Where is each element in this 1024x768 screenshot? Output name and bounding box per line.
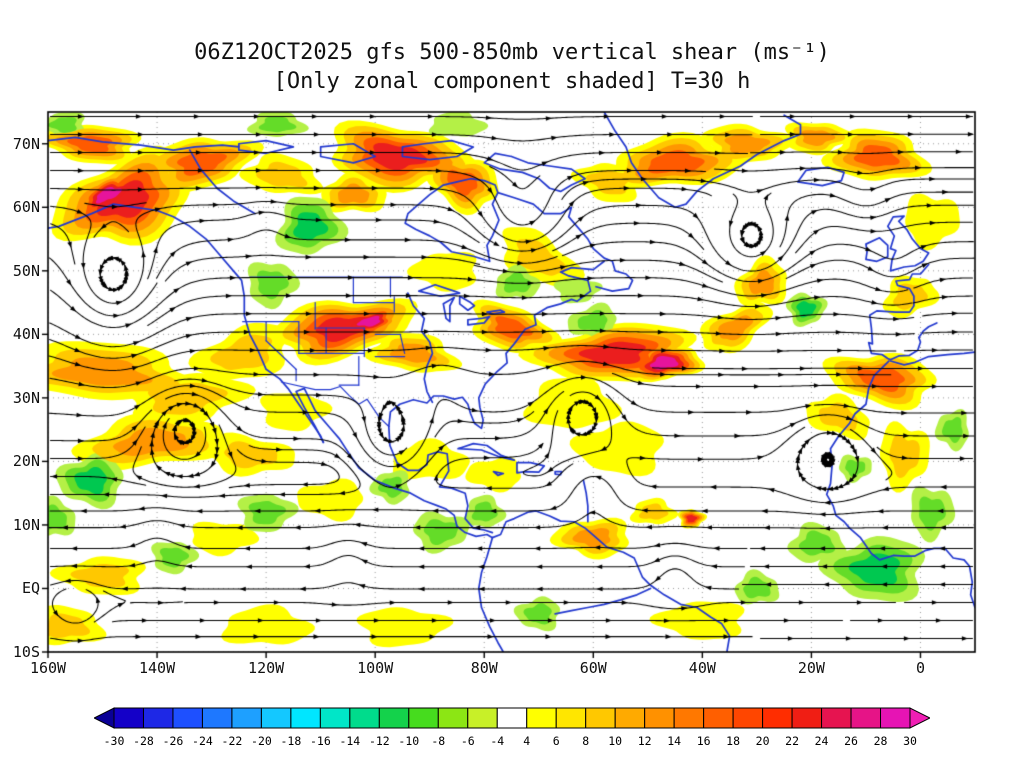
colorbar-segment: [290, 707, 321, 729]
colorbar-tick-label: 14: [667, 734, 681, 748]
lon-tick-label: 60W: [579, 659, 607, 677]
colorbar-tick-label: -30: [104, 734, 125, 748]
colorbar-tick-label: -22: [222, 734, 243, 748]
colorbar-tick-label: -6: [461, 734, 475, 748]
lat-tick-label: 60N: [12, 198, 40, 217]
lon-tick-label: 80W: [470, 659, 498, 677]
colorbar: -30 -28 -26 -24 -22 -20 -18 -16 -14 -12 -10 -8 -6 -4 4…: [92, 706, 932, 762]
chart-title-block: 06Z12OCT2025 gfs 500-850mb vertical shea…: [0, 38, 1024, 96]
colorbar-segment: [614, 707, 646, 729]
colorbar-tick-label: -10: [398, 734, 419, 748]
colorbar-svg: -30 -28 -26 -24 -22 -20 -18 -16 -14 -12 -10 -8 -6 -4 4…: [92, 707, 932, 748]
colorbar-tick-label: -20: [251, 734, 272, 748]
colorbar-tick-label: -18: [280, 734, 301, 748]
colorbar-segment: [880, 707, 911, 729]
colorbar-tick-label: 22: [785, 734, 799, 748]
colorbar-tick-label: 16: [697, 734, 711, 748]
lat-tick-label: 10S: [12, 643, 40, 661]
lat-tick-label: 40N: [12, 325, 40, 344]
colorbar-tick-label: 26: [844, 734, 858, 748]
colorbar-segment: [378, 707, 410, 729]
colorbar-tick-label: 20: [756, 734, 770, 748]
colorbar-segment: [496, 707, 528, 729]
lon-tick-label: 100W: [357, 659, 394, 677]
lon-tick-label: 160W: [29, 659, 67, 677]
colorbar-segment: [467, 707, 498, 729]
colorbar-segment: [142, 707, 174, 729]
colorbar-tick-label: 18: [726, 734, 740, 748]
colorbar-segment: [319, 707, 351, 729]
chart-title: 06Z12OCT2025 gfs 500-850mb vertical shea…: [194, 40, 830, 65]
lon-tick-label: 40W: [688, 659, 716, 677]
colorbar-segment: [408, 707, 439, 729]
colorbar-tick-label: 12: [638, 734, 652, 748]
lat-tick-label: 70N: [12, 134, 40, 153]
lon-tick-label: 0: [915, 659, 925, 677]
colorbar-tick-label: -24: [192, 734, 213, 748]
colorbar-segment: [526, 707, 557, 729]
colorbar-segment: [821, 707, 852, 729]
lat-tick-label: 10N: [12, 515, 40, 534]
colorbar-segment: [172, 707, 203, 729]
colorbar-segment: [555, 707, 587, 729]
lat-tick-label: 20N: [12, 452, 40, 471]
colorbar-segment: [585, 707, 616, 729]
colorbar-segment: [791, 707, 823, 729]
colorbar-segment: [231, 707, 262, 729]
colorbar-tick-label: -14: [339, 734, 360, 748]
colorbar-tick-label: 28: [874, 734, 888, 748]
colorbar-tick-label: -28: [133, 734, 154, 748]
colorbar-tick-label: -12: [369, 734, 390, 748]
colorbar-tick-label: -8: [431, 734, 445, 748]
lat-tick-label: 30N: [12, 388, 40, 407]
weather-map-canvas: [40, 104, 983, 660]
colorbar-tick-label: 8: [582, 734, 589, 748]
colorbar-tick-label: 4: [523, 734, 530, 748]
colorbar-tick-label: 30: [903, 734, 917, 748]
lat-tick-label: EQ: [21, 579, 40, 598]
colorbar-segment: [703, 707, 734, 729]
colorbar-segment: [673, 707, 705, 729]
colorbar-segment: [644, 707, 675, 729]
colorbar-tick-label: 6: [553, 734, 560, 748]
colorbar-tick-label: -16: [310, 734, 331, 748]
lon-tick-label: 140W: [138, 659, 176, 677]
colorbar-left-arrow: [92, 707, 115, 729]
colorbar-segment: [260, 707, 292, 729]
colorbar-tick-label: 24: [815, 734, 829, 748]
colorbar-segment: [201, 707, 233, 729]
lon-tick-label: 20W: [797, 659, 825, 677]
colorbar-segment: [732, 707, 764, 729]
colorbar-tick-label: 10: [608, 734, 622, 748]
colorbar-right-arrow: [909, 707, 932, 729]
colorbar-segment: [349, 707, 380, 729]
colorbar-segment: [850, 707, 882, 729]
colorbar-segment: [762, 707, 793, 729]
colorbar-tick-label: -4: [490, 734, 504, 748]
lat-tick-label: 50N: [12, 261, 40, 280]
lon-tick-label: 120W: [248, 659, 285, 677]
colorbar-tick-label: -26: [163, 734, 184, 748]
colorbar-segment: [437, 707, 469, 729]
chart-subtitle: [Only zonal component shaded] T=30 h: [273, 69, 751, 94]
colorbar-segment: [113, 707, 144, 729]
